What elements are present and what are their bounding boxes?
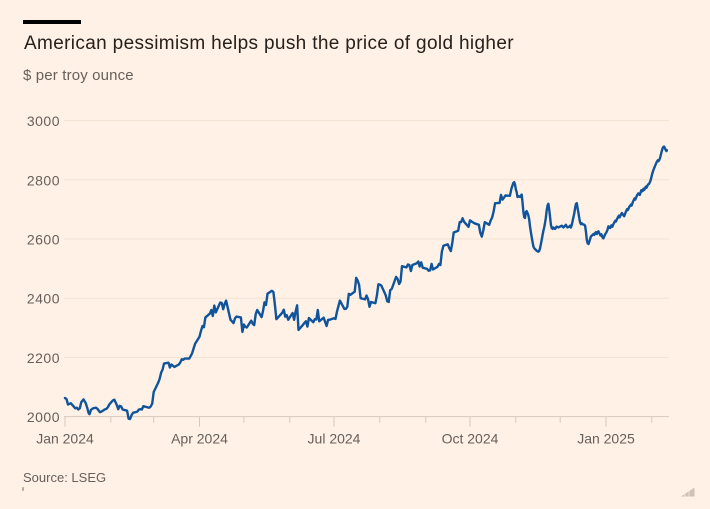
svg-text:2000: 2000 bbox=[27, 409, 60, 425]
svg-text:2400: 2400 bbox=[27, 291, 60, 307]
svg-text:2200: 2200 bbox=[27, 350, 60, 366]
svg-text:3000: 3000 bbox=[27, 113, 60, 129]
svg-text:2600: 2600 bbox=[27, 232, 60, 248]
svg-text:Jan 2025: Jan 2025 bbox=[577, 431, 635, 447]
svg-text:Jan 2024: Jan 2024 bbox=[36, 431, 94, 447]
svg-text:Oct 2024: Oct 2024 bbox=[442, 431, 499, 447]
svg-text:Jul 2024: Jul 2024 bbox=[308, 431, 361, 447]
svg-text:2800: 2800 bbox=[27, 172, 60, 188]
svg-text:Apr 2024: Apr 2024 bbox=[171, 431, 228, 447]
